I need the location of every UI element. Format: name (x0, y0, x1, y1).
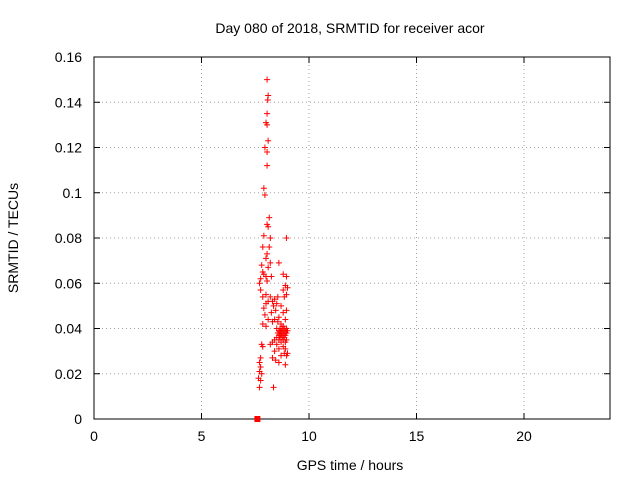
data-point (281, 293, 288, 300)
y-tick-label: 0 (74, 411, 82, 427)
data-point (278, 352, 285, 359)
data-point (257, 363, 264, 370)
x-axis: 0 5 10 15 20 (90, 57, 532, 444)
data-point (257, 287, 264, 294)
y-tick-label: 0.06 (55, 275, 82, 291)
data-point (256, 280, 263, 287)
data-point (283, 235, 290, 241)
data-point (261, 144, 268, 151)
y-tick-label: 0.02 (55, 366, 82, 382)
baseline-marker (254, 416, 261, 422)
data-point (273, 341, 280, 348)
y-tick-label: 0.16 (55, 49, 82, 65)
data-point (264, 149, 271, 156)
data-point (270, 302, 277, 309)
data-point (268, 309, 275, 316)
data-point (257, 275, 264, 282)
data-point (265, 264, 272, 271)
data-point (260, 305, 267, 312)
x-tick-label: 0 (90, 428, 98, 444)
data-point (261, 311, 268, 318)
data-point (259, 320, 266, 327)
plot-frame (93, 56, 611, 420)
data-points (254, 76, 291, 422)
data-point (264, 162, 271, 169)
data-point (265, 223, 272, 230)
y-tick-label: 0.04 (55, 321, 82, 337)
data-point (274, 293, 281, 300)
data-point (264, 250, 271, 257)
data-point (263, 291, 269, 298)
data-point (263, 273, 269, 280)
data-point (278, 302, 285, 309)
data-point (261, 192, 268, 199)
data-point (269, 354, 276, 361)
data-point (257, 377, 264, 384)
data-point (263, 300, 269, 307)
y-tick-label: 0.1 (63, 185, 83, 201)
data-point (264, 96, 271, 103)
data-point (268, 273, 275, 280)
data-point (282, 361, 289, 368)
data-point (260, 185, 267, 192)
x-tick-label: 10 (301, 428, 317, 444)
data-point (256, 384, 263, 391)
data-point (264, 121, 271, 128)
y-axis-label: SRMTID / TECUs (5, 183, 21, 293)
data-point (265, 316, 272, 323)
data-point (280, 271, 287, 278)
data-point (275, 259, 282, 266)
data-point (263, 255, 269, 262)
y-tick-label: 0.12 (55, 140, 82, 156)
x-tick-label: 5 (198, 428, 206, 444)
data-point (259, 293, 266, 300)
data-point (265, 137, 272, 144)
data-point (267, 259, 274, 266)
data-point (258, 262, 265, 269)
data-point (260, 232, 267, 239)
data-point (257, 354, 264, 361)
data-point (259, 244, 266, 251)
data-point (271, 348, 278, 355)
data-point (280, 309, 287, 316)
data-point (275, 359, 282, 366)
data-point (263, 323, 269, 330)
y-tick-label: 0.14 (55, 94, 82, 110)
data-point (272, 307, 279, 314)
x-tick-label: 20 (516, 428, 532, 444)
y-tick-label: 0.08 (55, 230, 82, 246)
data-point (256, 359, 263, 366)
data-point (264, 76, 271, 83)
grid-lines (94, 57, 610, 419)
data-point (269, 318, 276, 325)
data-point (283, 273, 290, 280)
data-point (267, 293, 274, 300)
data-point (274, 318, 281, 325)
data-point (264, 277, 271, 284)
data-point (282, 345, 289, 352)
data-point (273, 300, 280, 307)
data-point (267, 341, 274, 348)
y-axis: 0 0.02 0.04 0.06 0.08 0.1 0.12 0.14 0.16 (55, 49, 610, 427)
data-point (266, 214, 273, 221)
x-tick-label: 15 (409, 428, 425, 444)
data-point (258, 370, 265, 377)
data-point (283, 307, 290, 314)
x-axis-label: GPS time / hours (297, 457, 404, 473)
data-point (275, 314, 282, 321)
data-point (283, 352, 290, 359)
data-point (282, 339, 289, 346)
data-point (272, 357, 279, 364)
data-point (270, 384, 277, 391)
data-point (266, 244, 273, 251)
data-point (259, 343, 266, 350)
data-point (284, 284, 291, 291)
data-point (264, 110, 271, 117)
data-point (267, 235, 274, 241)
data-point (275, 345, 282, 352)
chart-title: Day 080 of 2018, SRMTID for receiver aco… (215, 20, 485, 36)
data-point (282, 316, 289, 323)
data-point (280, 287, 287, 294)
